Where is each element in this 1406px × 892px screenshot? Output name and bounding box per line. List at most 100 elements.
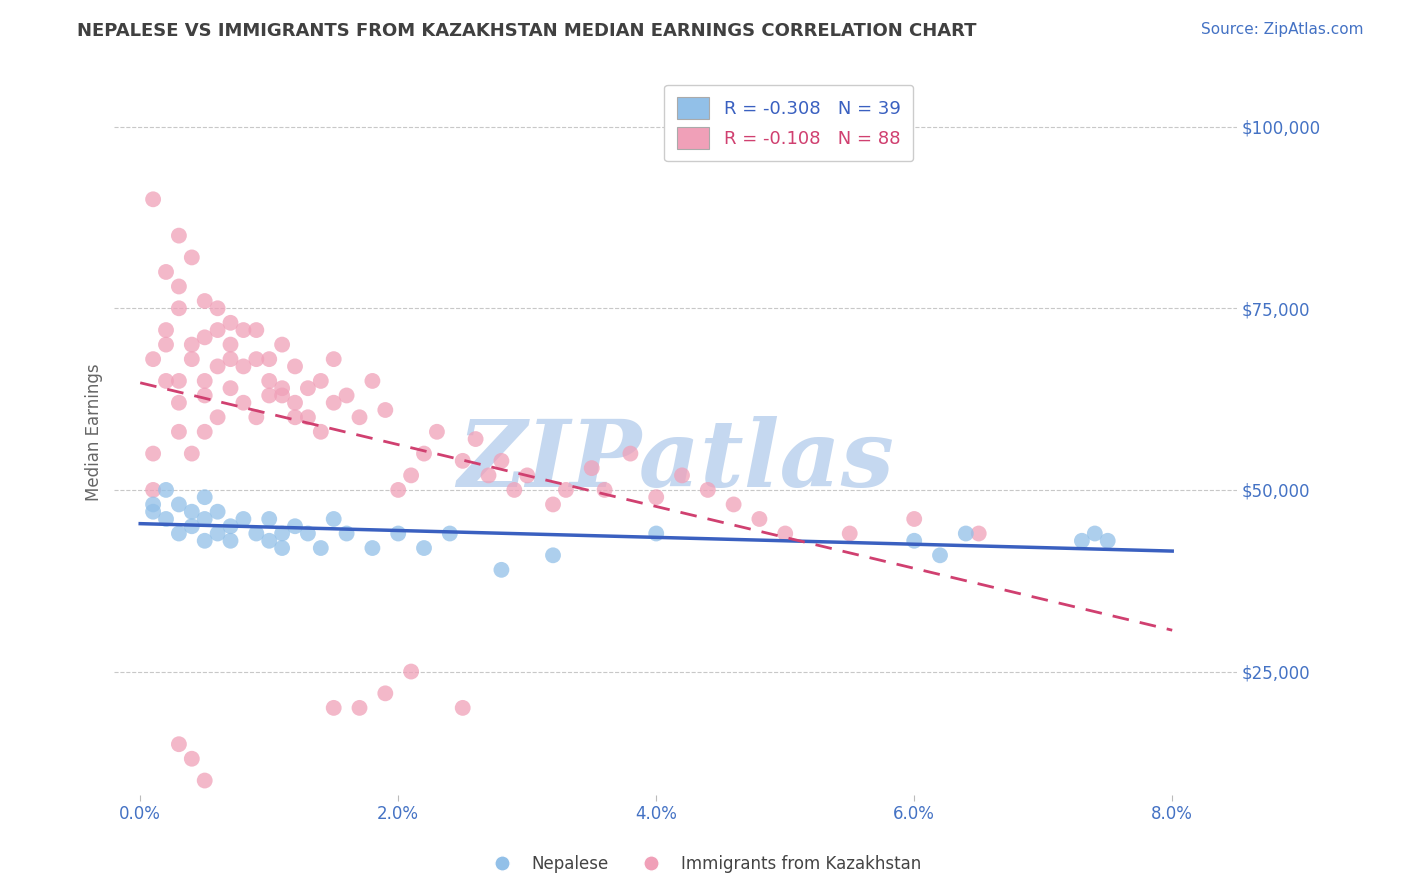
Point: [207, 301, 229, 316]
Point: [297, 381, 319, 395]
Point: [541, 498, 564, 512]
Point: [645, 490, 668, 504]
Point: [1070, 533, 1092, 548]
Point: [180, 752, 202, 766]
Point: [232, 395, 254, 409]
Point: [180, 337, 202, 351]
Point: [413, 447, 436, 461]
Point: [167, 737, 190, 751]
Legend: R = -0.308   N = 39, R = -0.108   N = 88: R = -0.308 N = 39, R = -0.108 N = 88: [665, 85, 914, 161]
Point: [194, 490, 217, 504]
Point: [219, 337, 242, 351]
Point: [271, 526, 294, 541]
Point: [167, 425, 190, 439]
Point: [245, 526, 267, 541]
Point: [748, 512, 770, 526]
Point: [451, 454, 474, 468]
Point: [180, 447, 202, 461]
Point: [257, 388, 280, 402]
Point: [257, 533, 280, 548]
Point: [155, 265, 177, 279]
Point: [554, 483, 576, 497]
Point: [671, 468, 693, 483]
Point: [336, 388, 359, 402]
Point: [399, 468, 422, 483]
Point: [399, 665, 422, 679]
Point: [439, 526, 461, 541]
Point: [374, 686, 396, 700]
Point: [955, 526, 977, 541]
Point: [773, 526, 796, 541]
Point: [155, 374, 177, 388]
Point: [541, 549, 564, 563]
Point: [142, 192, 165, 206]
Point: [245, 352, 267, 367]
Point: [271, 388, 294, 402]
Point: [309, 374, 332, 388]
Point: [929, 549, 952, 563]
Point: [309, 425, 332, 439]
Point: [271, 381, 294, 395]
Point: [142, 498, 165, 512]
Point: [142, 505, 165, 519]
Point: [477, 468, 499, 483]
Point: [194, 512, 217, 526]
Point: [257, 352, 280, 367]
Point: [180, 352, 202, 367]
Point: [426, 425, 449, 439]
Point: [1097, 533, 1119, 548]
Point: [180, 251, 202, 265]
Point: [245, 410, 267, 425]
Point: [336, 526, 359, 541]
Point: [349, 701, 371, 715]
Point: [219, 316, 242, 330]
Point: [297, 526, 319, 541]
Point: [167, 301, 190, 316]
Point: [491, 563, 513, 577]
Point: [581, 461, 603, 475]
Point: [387, 483, 409, 497]
Point: [142, 483, 165, 497]
Point: [284, 410, 307, 425]
Point: [322, 395, 344, 409]
Point: [593, 483, 616, 497]
Point: [167, 279, 190, 293]
Point: [696, 483, 718, 497]
Point: [194, 425, 217, 439]
Point: [207, 323, 229, 337]
Point: [167, 374, 190, 388]
Point: [219, 352, 242, 367]
Point: [322, 352, 344, 367]
Point: [155, 512, 177, 526]
Point: [219, 533, 242, 548]
Point: [503, 483, 526, 497]
Point: [245, 323, 267, 337]
Point: [142, 447, 165, 461]
Point: [271, 337, 294, 351]
Point: [374, 403, 396, 417]
Point: [194, 374, 217, 388]
Point: [322, 512, 344, 526]
Point: [903, 512, 925, 526]
Point: [207, 359, 229, 374]
Point: [284, 395, 307, 409]
Point: [271, 541, 294, 555]
Point: [167, 526, 190, 541]
Point: [232, 359, 254, 374]
Point: [167, 395, 190, 409]
Point: [257, 512, 280, 526]
Point: [194, 533, 217, 548]
Point: [180, 505, 202, 519]
Text: NEPALESE VS IMMIGRANTS FROM KAZAKHSTAN MEDIAN EARNINGS CORRELATION CHART: NEPALESE VS IMMIGRANTS FROM KAZAKHSTAN M…: [77, 22, 977, 40]
Point: [491, 454, 513, 468]
Point: [723, 498, 745, 512]
Point: [207, 505, 229, 519]
Point: [967, 526, 990, 541]
Point: [155, 483, 177, 497]
Point: [284, 359, 307, 374]
Point: [387, 526, 409, 541]
Point: [451, 701, 474, 715]
Point: [257, 374, 280, 388]
Point: [903, 533, 925, 548]
Point: [194, 330, 217, 344]
